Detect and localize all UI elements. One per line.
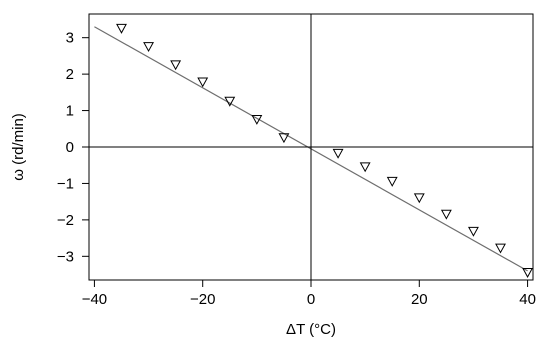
data-point [467,226,479,237]
x-tick-label: −20 [190,291,215,308]
y-tick-label: −1 [57,175,74,192]
data-point [170,60,182,71]
x-tick-label: −40 [82,291,107,308]
data-point [143,42,155,53]
data-point [495,243,506,254]
y-tick-label: 0 [66,139,74,156]
data-point [522,268,534,278]
x-axis-label: ΔT (°C) [286,321,336,338]
data-point [386,176,398,187]
data-point [224,96,236,107]
y-axis: −3 −2 −1 0 1 2 3 [57,30,89,265]
x-axis: −40 −20 0 20 40 [82,280,536,308]
x-tick-label: 20 [411,291,428,308]
data-point [197,77,209,88]
data-points [116,23,534,278]
data-point [332,148,344,159]
y-axis-label: ω (rd/min) [10,113,27,181]
x-tick-label: 40 [519,291,536,308]
y-tick-label: −3 [57,248,74,265]
data-point [116,23,127,34]
data-point [440,209,452,220]
data-point [278,133,290,144]
data-point [251,114,263,125]
y-tick-label: 1 [66,103,74,120]
data-point [359,162,371,173]
x-tick-label: 0 [307,291,315,308]
data-point [413,193,425,204]
y-tick-label: 3 [66,30,74,47]
y-tick-label: −2 [57,212,74,229]
y-tick-label: 2 [66,66,74,83]
